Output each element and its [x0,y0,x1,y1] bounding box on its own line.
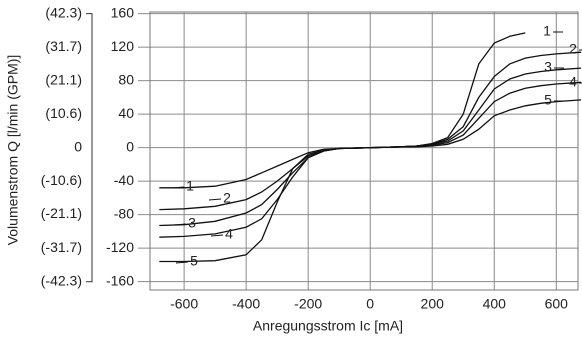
y-tick-label: -40 [114,172,134,188]
x-tick-label: -400 [232,296,260,312]
y2-bracket [86,13,93,283]
y-tick-label: 160 [111,4,135,20]
y-tick-label: 40 [118,105,134,121]
series-label: 4 [225,226,233,242]
series-label: 3 [544,59,552,75]
x-tick-label: 200 [421,296,445,312]
y-tick-label: 80 [118,71,134,87]
y-tick-label: -160 [106,272,134,288]
x-tick-label: 600 [545,296,569,312]
leader [208,198,222,201]
series-label: 1 [186,178,194,194]
y-tick-label: -80 [114,205,134,221]
y2-tick-label: (42.3) [45,4,82,20]
leader [171,186,185,189]
y-tick-label: 120 [111,38,135,54]
series-label: 1 [543,23,551,39]
x-tick-label: 0 [366,296,374,312]
y2-tick-label: (-31.7) [41,239,82,255]
series-label: 5 [190,253,198,269]
y2-tick-label: (-10.6) [41,172,82,188]
curve [159,32,526,263]
y2-tick-label: (-21.1) [41,205,82,221]
y-tick-label: 0 [126,138,134,154]
y2-tick-label: (10.6) [45,105,82,121]
series-label: 4 [569,74,577,90]
x-tick-label: -200 [294,296,322,312]
y2-tick-label: 0 [74,138,82,154]
x-tick-label: -600 [170,296,198,312]
y-axis-label: Volumenstrom Q [l/min (GPM)] [5,55,21,246]
series-label: 5 [544,92,552,108]
leader [173,223,187,226]
x-axis-label: Anregungsstrom Ic [mA] [253,318,403,334]
y2-tick-label: (21.1) [45,71,82,87]
series-label: 3 [188,215,196,231]
x-tick-label: 400 [483,296,507,312]
leader [175,261,189,264]
y2-tick-label: (-42.3) [41,272,82,288]
series-label: 2 [569,41,577,57]
y2-tick-label: (31.7) [45,38,82,54]
leader [210,234,224,237]
plot-frame [149,11,579,291]
y-tick-label: -120 [106,239,134,255]
series-label: 2 [223,190,231,206]
